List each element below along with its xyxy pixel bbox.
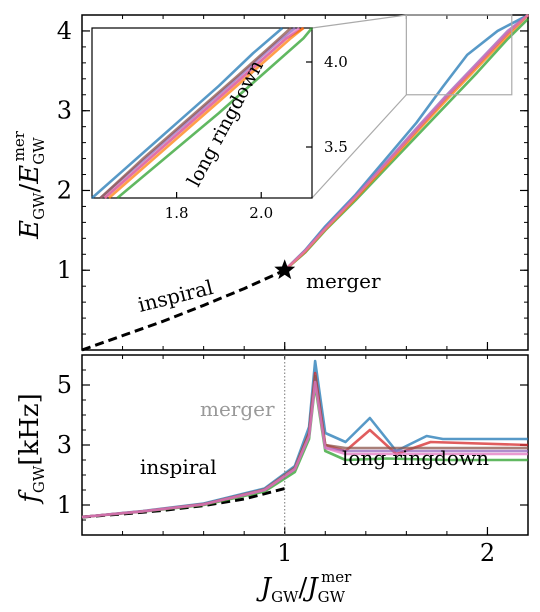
frequency-xtick-label: 2 (480, 539, 495, 567)
f-label-sub: GW (30, 465, 48, 493)
x-label-den-sup: mer (321, 568, 352, 586)
inset-energy-curve (108, 26, 305, 199)
top-inspiral-annotation: inspiral (135, 275, 215, 317)
svg-text:fGW[kHz]: fGW[kHz] (15, 393, 48, 504)
frequency-ytick-label: 1 (57, 491, 72, 519)
x-label-den-sub: GW (318, 588, 346, 606)
frequency-curve (81, 359, 528, 519)
zoom-connector (311, 14, 407, 29)
energy-axis-label: EGW/EGWmer (10, 130, 48, 240)
bottom-merger-annotation: merger (200, 397, 275, 421)
y-label-den-sup: mer (10, 130, 28, 161)
top-merger-annotation: merger (306, 269, 381, 293)
frequency-panel: 1 2 1 3 5 merger inspiral long ringdown fGW[… (15, 342, 529, 606)
y-label-main: E (15, 220, 45, 240)
frequency-curve (81, 380, 528, 519)
energy-plot-frame (81, 14, 529, 351)
inset-energy-curve (99, 27, 292, 199)
svg-text:JGW/JGWmer: JGW/JGWmer (256, 568, 353, 606)
y-label-den: E (15, 165, 45, 185)
frequency-ytick-label: 3 (57, 431, 72, 459)
inset-ytick-label: 4.0 (324, 53, 348, 71)
ringdown-inset: 1.8 2.03.54.0 long ringdown (91, 26, 348, 222)
frequency-axis-label: fGW[kHz] (15, 393, 48, 504)
y-label-den-sub: GW (30, 137, 48, 165)
energy-ytick-label: 1 (57, 256, 72, 284)
bottom-ringdown-annotation: long ringdown (342, 446, 489, 470)
energy-curve (283, 14, 529, 272)
inset-xtick-label: 1.8 (165, 204, 189, 222)
x-label-den: J (302, 573, 319, 603)
merger-marker (274, 259, 296, 280)
energy-ytick-label: 2 (57, 176, 72, 204)
inset-xtick-label: 2.0 (249, 204, 273, 222)
zoom-region-box (405, 14, 513, 96)
frequency-ytick-label: 5 (57, 371, 72, 399)
inset-energy-curve (99, 26, 296, 199)
f-label-unit: [kHz] (15, 393, 45, 465)
angular-momentum-axis-label: JGW/JGWmer (256, 568, 353, 606)
inset-energy-curve (116, 27, 314, 199)
x-label-sub: GW (271, 588, 299, 606)
zoom-connector (311, 94, 407, 199)
inset-energy-curve (91, 27, 284, 199)
bottom-inspiral-annotation: inspiral (140, 455, 217, 479)
energy-ytick-label: 4 (57, 17, 72, 45)
svg-text:EGW/EGWmer: EGW/EGWmer (10, 130, 48, 240)
x-label-main: J (256, 573, 273, 603)
frequency-xtick-label: 1 (277, 539, 292, 567)
energy-ytick-label: 3 (57, 97, 72, 125)
y-label-sub: GW (30, 192, 48, 220)
inset-ytick-label: 3.5 (324, 138, 348, 156)
inspiral-energy-curve (81, 268, 286, 352)
inset-energy-curve (103, 26, 301, 199)
